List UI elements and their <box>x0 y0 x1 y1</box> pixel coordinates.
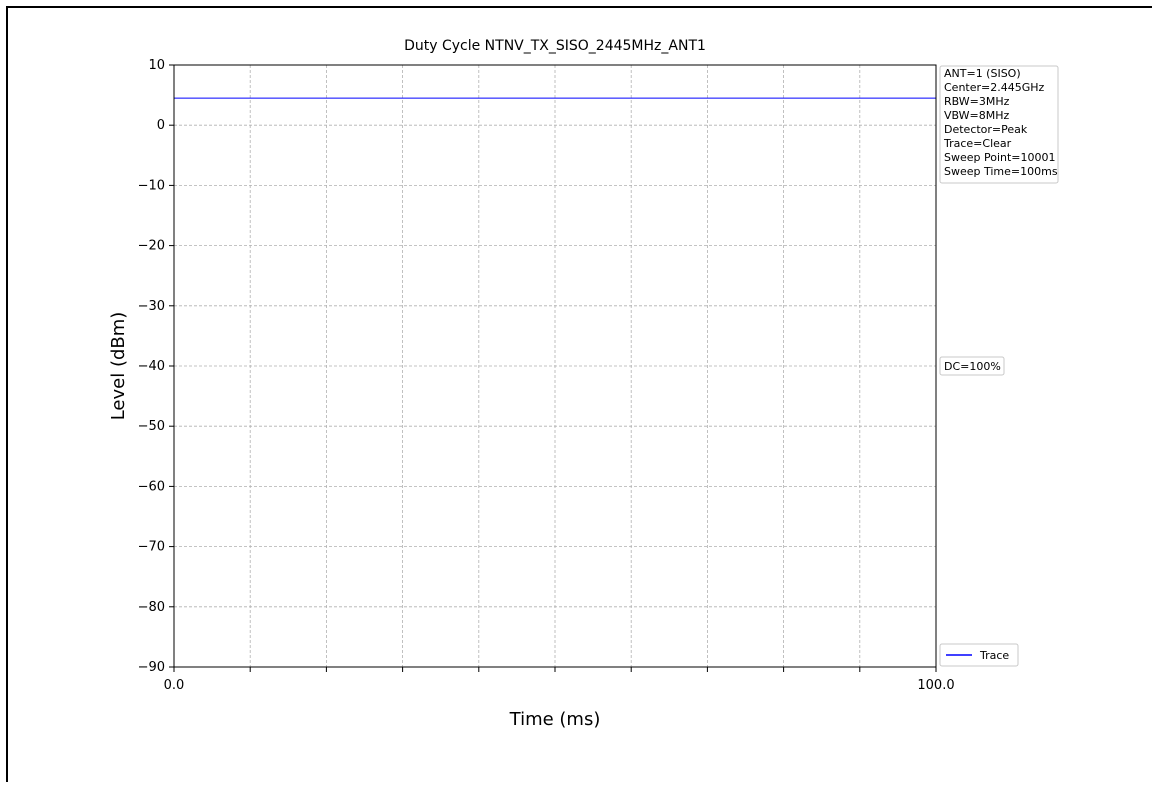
y-tick-label: −90 <box>138 660 165 675</box>
x-axis: 0.0 100.0 <box>164 667 955 693</box>
settings-box: ANT=1 (SISO) Center=2.445GHz RBW=3MHz VB… <box>939 65 1059 184</box>
duty-cycle-annotation: DC=100% <box>939 356 1005 376</box>
settings-line-rbw: RBW=3MHz <box>944 95 1010 108</box>
x-tick-label: 100.0 <box>917 678 954 693</box>
settings-line-vbw: VBW=8MHz <box>944 109 1010 122</box>
settings-line-trace: Trace=Clear <box>943 137 1012 150</box>
settings-line-sweep-point: Sweep Point=10001 <box>944 151 1056 164</box>
y-tick-label: 0 <box>157 118 165 133</box>
x-tick-label: 0.0 <box>164 678 185 693</box>
y-tick-label: −60 <box>138 479 165 494</box>
y-tick-label: −80 <box>138 600 165 615</box>
y-tick-label: −30 <box>138 299 165 314</box>
settings-line-center: Center=2.445GHz <box>944 81 1045 94</box>
y-tick-label: −10 <box>138 178 165 193</box>
settings-line-detector: Detector=Peak <box>944 123 1028 136</box>
chart-title: Duty Cycle NTNV_TX_SISO_2445MHz_ANT1 <box>404 38 706 54</box>
duty-cycle-label: DC=100% <box>944 360 1001 373</box>
y-tick-label: −40 <box>138 359 165 374</box>
y-tick-label: −70 <box>138 540 165 555</box>
legend-label-trace: Trace <box>979 649 1009 662</box>
y-tick-label: −50 <box>138 419 165 434</box>
legend: Trace <box>939 643 1019 667</box>
x-axis-label: Time (ms) <box>509 709 601 730</box>
y-tick-label: −20 <box>138 239 165 254</box>
y-tick-label: 10 <box>148 58 165 73</box>
settings-line-sweep-time: Sweep Time=100ms <box>944 165 1058 178</box>
grid-lines <box>174 65 936 667</box>
y-axis-label: Level (dBm) <box>108 312 129 421</box>
y-axis: 10 0 −10 −20 −30 −40 −50 −60 −70 −80 −90 <box>138 58 174 675</box>
settings-line-ant: ANT=1 (SISO) <box>944 67 1021 80</box>
